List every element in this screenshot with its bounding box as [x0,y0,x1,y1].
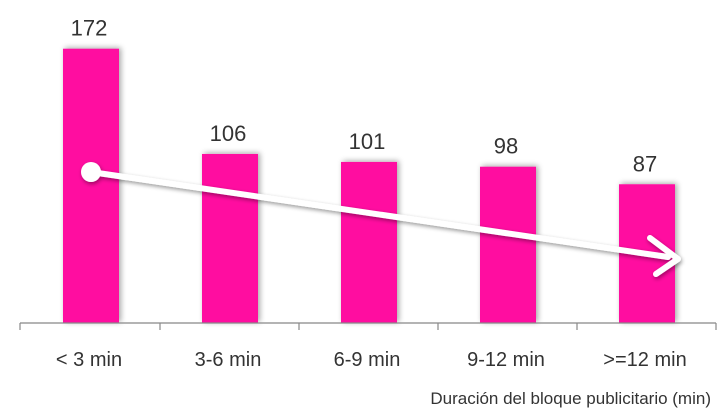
bars-layer [63,48,675,323]
data-label-4: 87 [633,151,657,176]
x-tick-label-3: 9-12 min [467,349,545,371]
trend-arrow-head [647,235,681,277]
x-tick-label-2: 6-9 min [334,349,401,371]
data-labels-layer: 172 106 101 98 87 [71,16,658,177]
trend-arrow-start-dot [81,162,101,182]
bar-1 [202,153,258,323]
trend-arrow [81,162,681,277]
data-label-1: 106 [210,121,247,146]
data-label-3: 98 [494,134,518,159]
data-label-2: 101 [349,129,386,154]
bar-2 [341,161,397,323]
data-label-0: 172 [71,16,108,41]
bar-0 [63,48,119,323]
x-axis [19,322,717,330]
x-tick-label-4: >=12 min [603,349,686,371]
bar-3 [480,166,536,323]
x-tick-labels: < 3 min 3-6 min 6-9 min 9-12 min >=12 min [56,349,687,371]
x-tick-label-1: 3-6 min [195,349,262,371]
x-tick-label-0: < 3 min [56,349,122,371]
trend-arrow-group [81,162,681,277]
trend-arrow-line [88,169,671,260]
x-axis-title: Duración del bloque publicitario (min) [430,389,711,408]
